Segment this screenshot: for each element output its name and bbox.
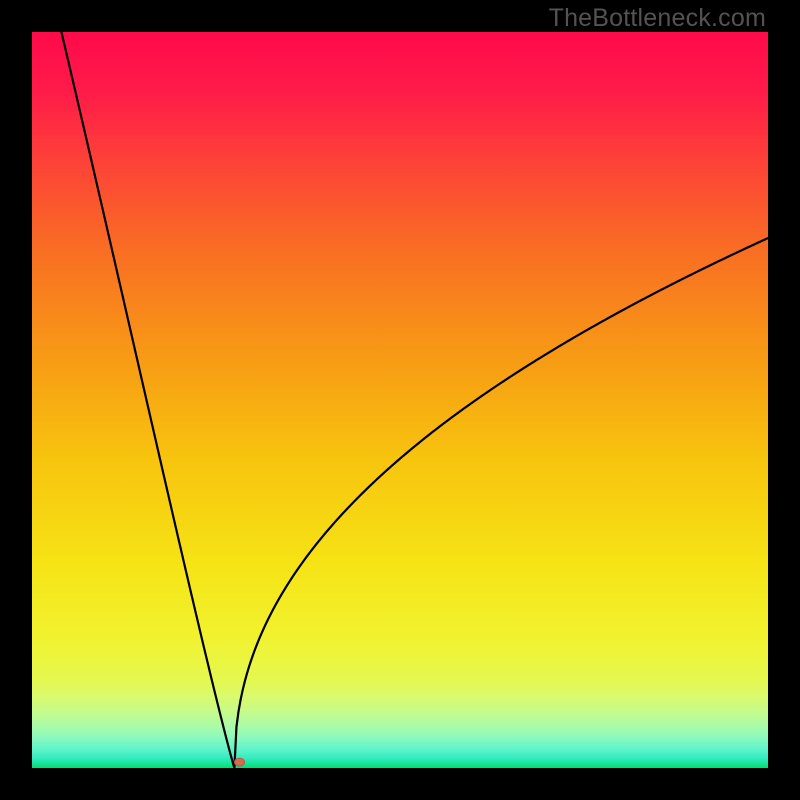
watermark-text: TheBottleneck.com bbox=[549, 4, 766, 33]
bottleneck-curve bbox=[61, 32, 768, 768]
curve-layer bbox=[32, 32, 768, 768]
minimum-marker bbox=[235, 758, 245, 766]
plot-area bbox=[32, 32, 768, 768]
chart-frame: TheBottleneck.com bbox=[0, 0, 800, 800]
